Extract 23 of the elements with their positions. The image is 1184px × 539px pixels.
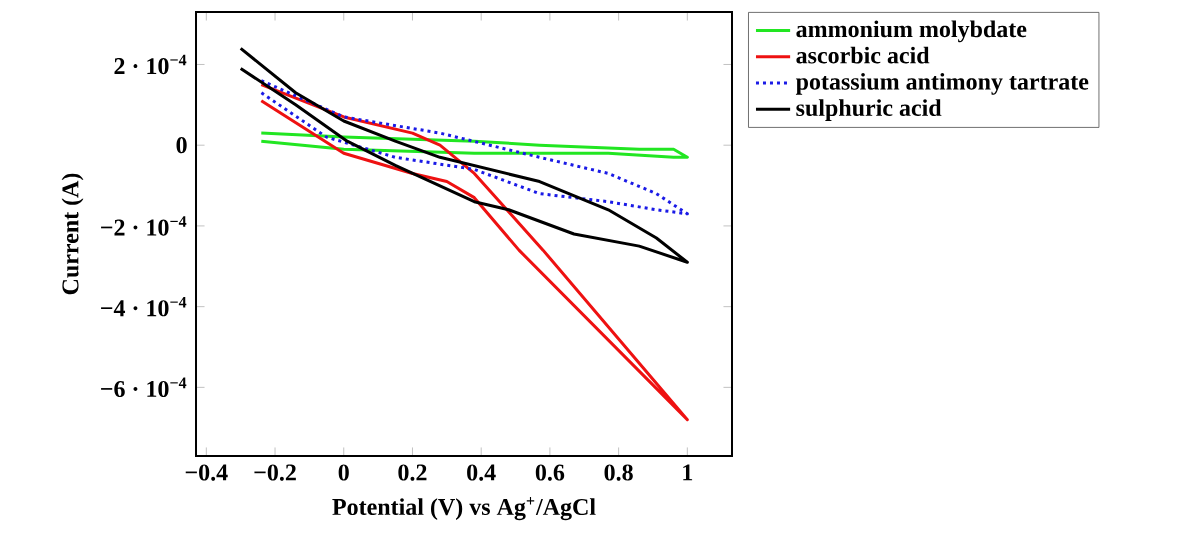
x-tick-label: 0 bbox=[338, 464, 349, 481]
legend-label: sulphuric acid bbox=[796, 99, 942, 121]
x-tick-label: 1 bbox=[683, 464, 693, 481]
x-axis-title: Potential (V) vs Ag$^{+}$/AgCl bbox=[332, 497, 596, 521]
x-tick-label: 0.4 bbox=[467, 464, 496, 481]
x-tick-label: 0.8 bbox=[604, 464, 633, 481]
line-series bbox=[259, 83, 689, 422]
legend-label: ammonium molybdate bbox=[796, 20, 1027, 43]
x-tick-label: −0.4 bbox=[185, 464, 228, 481]
x-tick-label: −0.2 bbox=[254, 464, 296, 481]
y-tick-label: −6 · 10$^{−4}$ bbox=[101, 377, 187, 398]
legend-label: ascorbic acid bbox=[796, 46, 930, 64]
line-series bbox=[259, 79, 689, 216]
y-tick-label: −2 · 10$^{−4}$ bbox=[101, 216, 187, 236]
x-tick-label: 0.6 bbox=[535, 464, 565, 481]
y-tick-label: −4 · 10$^{−4}$ bbox=[101, 296, 187, 317]
line-series bbox=[239, 46, 689, 264]
x-tick-label: 0.2 bbox=[398, 464, 427, 481]
legend-label: potassium antimony tartrate bbox=[795, 72, 1089, 95]
line-series bbox=[259, 131, 689, 159]
y-tick-label: 0 bbox=[176, 137, 187, 154]
y-tick-label: 2 · 10$^{−4}$ bbox=[114, 54, 187, 75]
y-axis-title: Current (A) bbox=[61, 173, 84, 295]
